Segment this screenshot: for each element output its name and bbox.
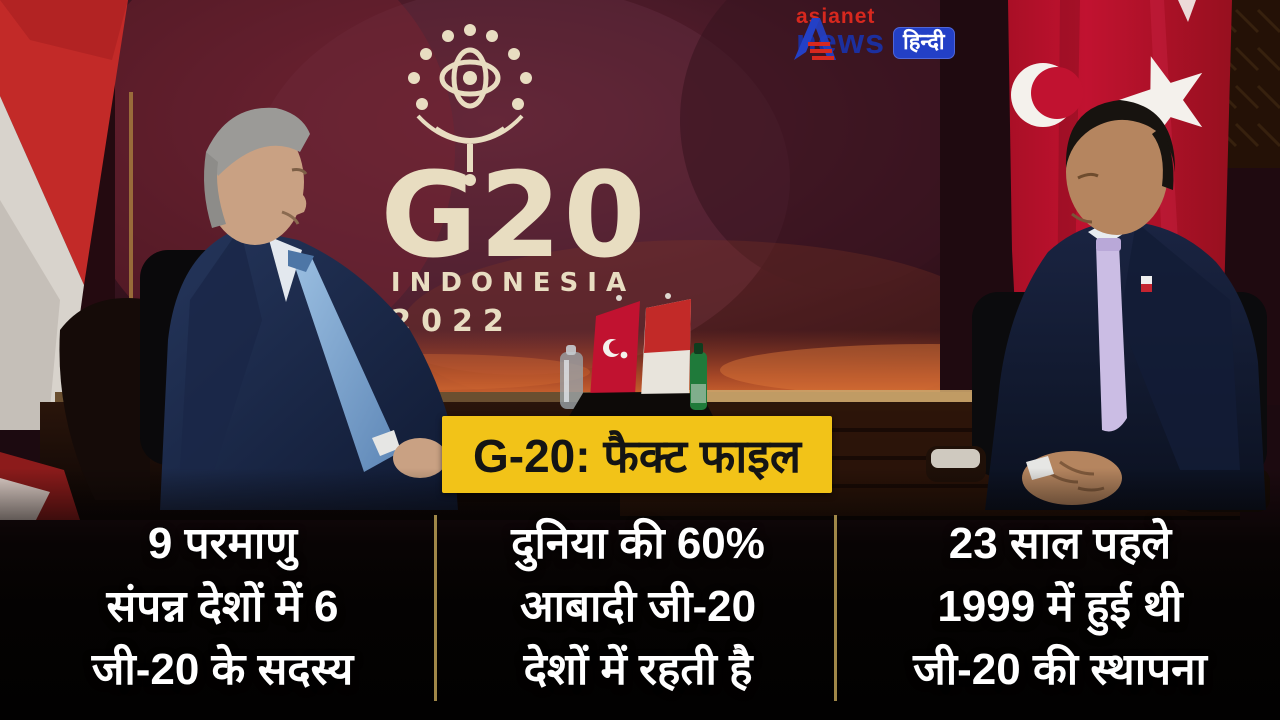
- fact-line: आबादी जी-20: [519, 582, 757, 631]
- backdrop-gold-frame: [129, 92, 133, 395]
- language-badge: हिन्दी: [893, 27, 955, 60]
- fact-column-2: दुनिया की 60% आबादी जी-20 देशों में रहती…: [448, 512, 828, 701]
- water-bottle: [560, 345, 583, 409]
- lapel-pin: [1141, 276, 1152, 292]
- fact-line: संपन्न देशों में 6: [106, 582, 339, 631]
- fact-file-banner: G-20: फैक्ट फाइल: [442, 416, 832, 493]
- right-leader-head: [1065, 100, 1176, 235]
- fact-column-1: 9 परमाणु संपन्न देशों में 6 जी-20 के सदस…: [15, 512, 430, 701]
- caption-shade: [0, 468, 1280, 720]
- fact-line: जी-20 के सदस्य: [91, 645, 354, 694]
- g20-batik-ornament-icon: [408, 24, 532, 186]
- left-chair: [59, 298, 150, 500]
- green-bottle: [690, 343, 707, 410]
- fact-line: 1999 में हुई थी: [937, 582, 1183, 631]
- fact-line: जी-20 की स्थापना: [913, 645, 1207, 694]
- fact-line: देशों में रहती है: [523, 645, 753, 694]
- fact-line: दुनिया की 60%: [511, 519, 765, 568]
- column-divider: [434, 515, 437, 701]
- fact-line: 9 परमाणु: [147, 519, 298, 568]
- g20-title: G20: [380, 146, 647, 284]
- column-divider: [834, 515, 837, 701]
- g20-country: INDONESIA: [391, 268, 635, 298]
- fact-column-3: 23 साल पहले 1999 में हुई थी जी-20 की स्थ…: [852, 512, 1268, 701]
- g20-logo: G20 INDONESIA 2022: [380, 24, 647, 339]
- table-items: [560, 293, 714, 418]
- left-leader-head: [204, 107, 310, 245]
- fact-line: 23 साल पहले: [948, 519, 1172, 568]
- channel-logo: asianet news हिन्दी: [792, 6, 955, 60]
- fact-file-title: G-20: फैक्ट फाइल: [472, 429, 802, 482]
- asianet-a-icon: [794, 18, 836, 60]
